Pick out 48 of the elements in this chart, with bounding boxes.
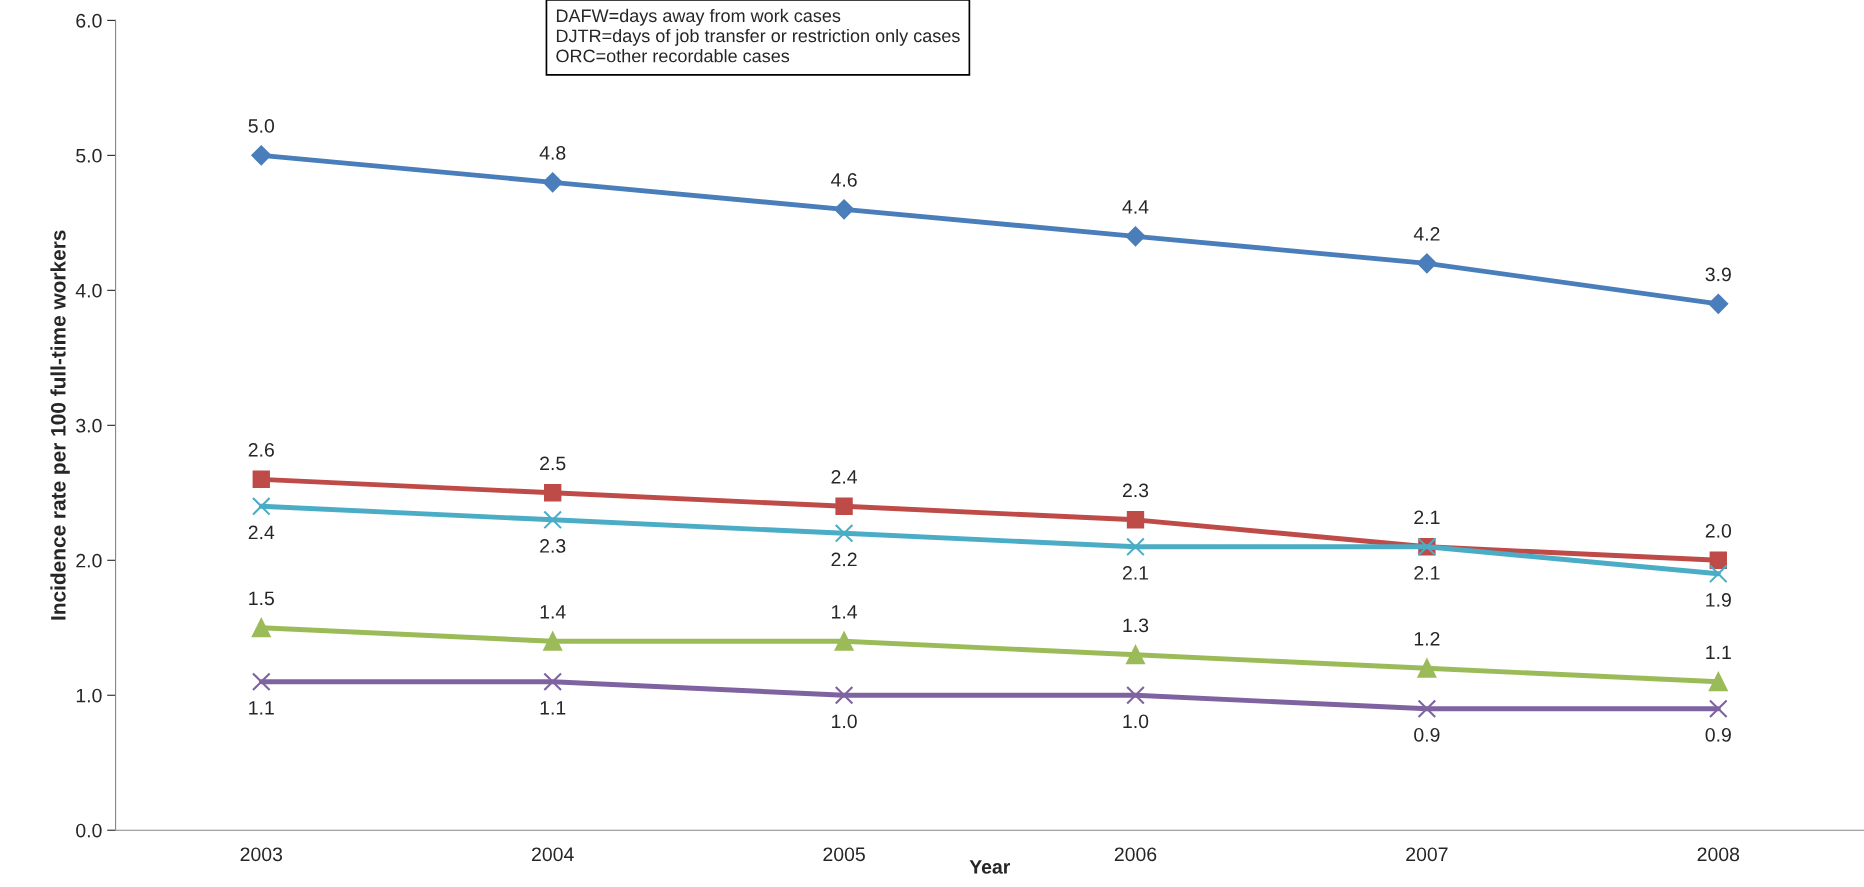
y-axis-title: Incidence rate per 100 full-time workers [50, 230, 70, 620]
data-label: 1.9 [1706, 593, 1731, 607]
data-label: 1.3 [1123, 618, 1149, 633]
data-label: 4.2 [1413, 227, 1440, 241]
x-tick-label: 2005 [823, 847, 865, 862]
data-label: 2.1 [1414, 510, 1440, 525]
y-tick-label: 0.0 [76, 823, 102, 838]
x-tick-label: 2008 [1697, 847, 1740, 862]
data-label: 5.0 [248, 119, 275, 133]
data-label: 0.9 [1705, 727, 1731, 742]
data-label: 4.4 [1122, 200, 1149, 214]
data-label: 4.6 [831, 173, 857, 187]
data-label: 2.6 [248, 442, 274, 457]
data-label: 2.1 [1414, 566, 1440, 580]
data-label: 1.4 [832, 605, 858, 619]
data-label: 2.4 [248, 525, 275, 540]
data-label: 1.0 [832, 714, 857, 729]
x-tick-label: 2007 [1406, 847, 1448, 862]
y-tick-label: 6.0 [76, 13, 102, 28]
data-label: 2.1 [1122, 566, 1149, 580]
data-label: 2.4 [831, 469, 858, 484]
y-tick-label: 3.0 [76, 418, 102, 433]
data-label: 4.8 [539, 146, 566, 160]
data-label: 1.1 [1706, 645, 1731, 660]
x-tick-label: 2003 [240, 847, 283, 862]
data-label: 2.0 [1705, 523, 1732, 538]
data-label: 0.9 [1414, 727, 1440, 742]
data-label: 1.1 [249, 701, 274, 715]
annotation: DJTR=days of job transfer or restriction only cases [556, 28, 960, 46]
data-label: 2.2 [831, 552, 857, 567]
data-label: 1.2 [1414, 631, 1440, 646]
x-axis-title: Year [969, 860, 1011, 874]
x-tick-label: 2006 [1114, 847, 1157, 862]
data-label: 1.1 [540, 701, 566, 715]
data-label: 1.0 [1123, 714, 1149, 729]
y-tick-label: 2.0 [76, 553, 102, 568]
data-label: 3.9 [1705, 267, 1731, 282]
data-label: 2.3 [540, 539, 566, 553]
data-label: 1.4 [540, 605, 566, 619]
annotation: DAFW=days away from work cases [556, 8, 841, 26]
y-tick-label: 5.0 [76, 148, 102, 163]
annotation: ORC=other recordable cases [556, 49, 790, 63]
x-tick-label: 2004 [532, 847, 574, 862]
data-label: 2.3 [1122, 483, 1149, 498]
y-tick-label: 1.0 [76, 688, 102, 703]
data-label: 2.5 [540, 456, 566, 471]
data-label: 1.5 [249, 591, 274, 606]
y-tick-label: 4.0 [75, 283, 102, 298]
